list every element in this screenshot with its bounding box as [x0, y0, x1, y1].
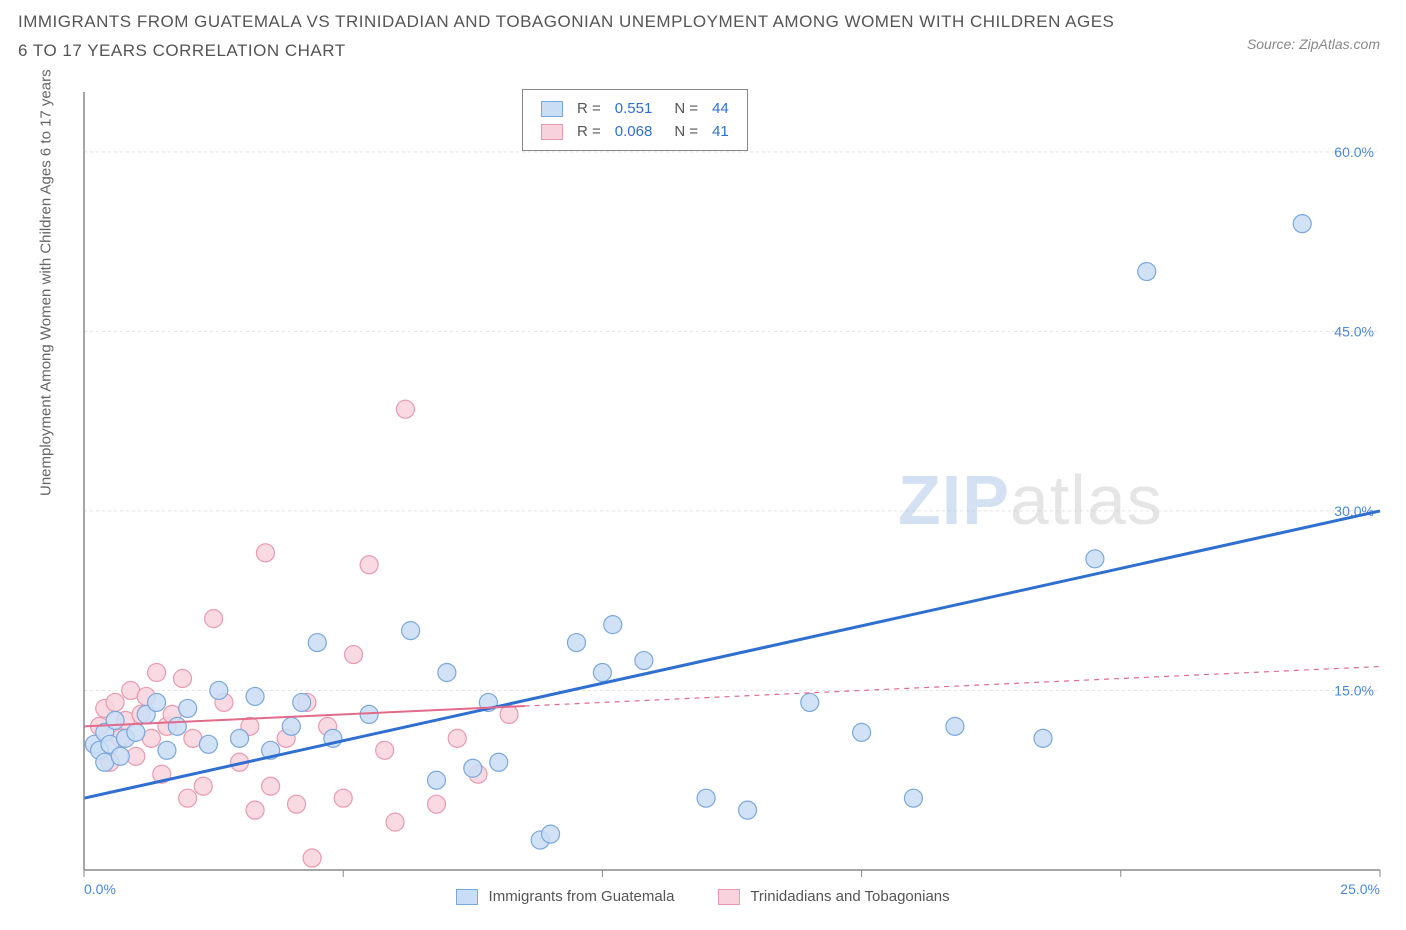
- legend-stat-row: R =0.551N =44: [535, 98, 735, 119]
- legend-stat-row: R =0.068N =41: [535, 121, 735, 142]
- svg-text:45.0%: 45.0%: [1334, 323, 1374, 339]
- svg-text:15.0%: 15.0%: [1334, 682, 1374, 698]
- svg-text:60.0%: 60.0%: [1334, 144, 1374, 160]
- scatter-chart: 15.0%30.0%45.0%60.0%0.0%25.0%: [18, 80, 1388, 912]
- chart-title: IMMIGRANTS FROM GUATEMALA VS TRINIDADIAN…: [18, 8, 1118, 66]
- legend-stats: R =0.551N =44R =0.068N =41: [522, 89, 748, 151]
- source-attribution: Source: ZipAtlas.com: [1247, 36, 1380, 52]
- y-axis-label: Unemployment Among Women with Children A…: [38, 69, 55, 496]
- legend-series: Immigrants from Guatemala Trinidadians a…: [18, 888, 1388, 905]
- chart-container: Unemployment Among Women with Children A…: [18, 80, 1388, 912]
